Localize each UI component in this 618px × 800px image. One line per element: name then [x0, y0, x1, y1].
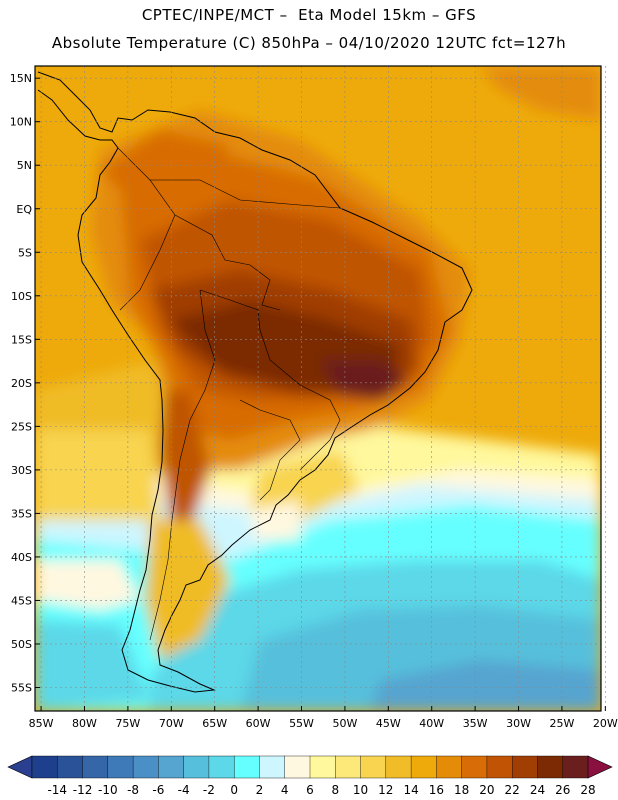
lat-tick-label: 40S	[11, 551, 32, 564]
colorbar-swatch	[335, 755, 362, 779]
colorbar-swatch	[309, 755, 336, 779]
colorbar-swatch	[132, 755, 159, 779]
colorbar-label: 20	[479, 783, 494, 797]
colorbar-swatch	[82, 755, 109, 779]
field-southwest-cyan	[35, 620, 150, 711]
colorbar-swatch	[562, 755, 589, 779]
colorbar-swatch	[385, 755, 412, 779]
colorbar-swatch	[31, 755, 58, 779]
field-andes-burnt	[160, 390, 210, 530]
chart-title-line2: Absolute Temperature (C) 850hPa – 04/10/…	[51, 34, 567, 52]
colorbar: -14 -12 -10 -8 -6 -4 -2 0 2 4 6 8 10 12 14 16 18 20 22 24 26…	[7, 755, 613, 797]
colorbar-label: 28	[580, 783, 595, 797]
lon-tick-label: 80W	[72, 717, 97, 730]
lon-tick-label: 40W	[419, 717, 444, 730]
colorbar-swatch	[461, 755, 488, 779]
colorbar-under-arrow	[7, 755, 33, 779]
lon-tick-label: 70W	[159, 717, 184, 730]
lon-tick-label: 45W	[376, 717, 401, 730]
lon-tick-label: 50W	[332, 717, 357, 730]
colorbar-label: 22	[505, 783, 520, 797]
field-plata-cream	[250, 500, 300, 540]
field-ne-orange	[480, 66, 601, 120]
colorbar-swatch	[511, 755, 538, 779]
lon-tick-label: 55W	[289, 717, 314, 730]
lat-tick-label: 35S	[11, 507, 32, 520]
lon-tick-label: 75W	[115, 717, 140, 730]
colorbar-label: -6	[152, 783, 164, 797]
country-borders	[117, 147, 341, 641]
lon-tick-label: 65W	[202, 717, 227, 730]
lat-tick-label: 10S	[11, 290, 32, 303]
lon-tick-label: 30W	[506, 717, 531, 730]
colorbar-label: -4	[178, 783, 190, 797]
colorbar-swatch	[158, 755, 185, 779]
lon-tick-label: 25W	[549, 717, 574, 730]
colorbar-label: 14	[403, 783, 418, 797]
lon-tick-label: 35W	[463, 717, 488, 730]
colorbar-swatch	[284, 755, 311, 779]
colorbar-label: 24	[530, 783, 545, 797]
lat-tick-label: 25S	[11, 420, 32, 433]
colorbar-swatch	[183, 755, 210, 779]
south-america-coastline	[37, 71, 473, 693]
field-pacific-yellow	[35, 430, 160, 520]
colorbar-swatch	[208, 755, 235, 779]
temperature-field	[35, 66, 601, 711]
chart-title-line1: CPTEC/INPE/MCT – Eta Model 15km – GFS	[141, 6, 477, 24]
field-west-cream	[35, 560, 140, 610]
colorbar-label: 10	[353, 783, 368, 797]
colorbar-swatch	[410, 755, 437, 779]
latitude-axis: 15N 10N 5N EQ 5S 10S 15S 20S 25S 30S 35S 40S 45S 50S 5…	[10, 72, 40, 694]
colorbar-label: -14	[47, 783, 67, 797]
lat-tick-label: 5N	[17, 159, 32, 172]
colorbar-swatch	[486, 755, 513, 779]
colorbar-swatch	[436, 755, 463, 779]
colorbar-label: -10	[98, 783, 118, 797]
lat-tick-label: 15S	[11, 333, 32, 346]
colorbar-label: 4	[281, 783, 289, 797]
longitude-axis: 85W 80W 75W 70W 65W 60W 55W 50W 45W 40W 35W 30W 25W 2…	[29, 706, 618, 730]
lat-tick-label: 5S	[18, 246, 32, 259]
lat-tick-label: 10N	[10, 116, 32, 129]
colorbar-label: -2	[203, 783, 215, 797]
colorbar-label: 12	[378, 783, 393, 797]
colorbar-swatch	[233, 755, 260, 779]
field-south-blue	[370, 660, 601, 711]
field-land-maroon	[320, 360, 410, 400]
colorbar-label: 18	[454, 783, 469, 797]
lat-tick-label: 50S	[11, 638, 32, 651]
lon-tick-label: 20W	[593, 717, 618, 730]
colorbar-swatch	[537, 755, 564, 779]
colorbar-over-arrow	[587, 755, 613, 779]
colorbar-label: 26	[555, 783, 570, 797]
lat-tick-label: 30S	[11, 464, 32, 477]
map-gridlines	[35, 66, 606, 711]
map-frame	[34, 65, 602, 712]
colorbar-swatch	[57, 755, 84, 779]
colorbar-swatch	[360, 755, 387, 779]
colorbar-swatch	[259, 755, 286, 779]
colorbar-label: 16	[429, 783, 444, 797]
field-patagonia-gold	[145, 520, 230, 660]
colorbar-swatch	[107, 755, 134, 779]
colorbar-label: -8	[127, 783, 139, 797]
lat-tick-label: 15N	[10, 72, 32, 85]
colorbar-label: 8	[331, 783, 339, 797]
colorbar-label: -12	[73, 783, 93, 797]
lat-tick-label: EQ	[16, 203, 32, 216]
lon-tick-label: 85W	[29, 717, 54, 730]
colorbar-label: 6	[306, 783, 314, 797]
lat-tick-label: 45S	[11, 594, 32, 607]
lat-tick-label: 20S	[11, 377, 32, 390]
colorbar-label: 0	[230, 783, 238, 797]
lat-tick-label: 55S	[11, 681, 32, 694]
colorbar-label: 2	[256, 783, 264, 797]
lon-tick-label: 60W	[246, 717, 271, 730]
